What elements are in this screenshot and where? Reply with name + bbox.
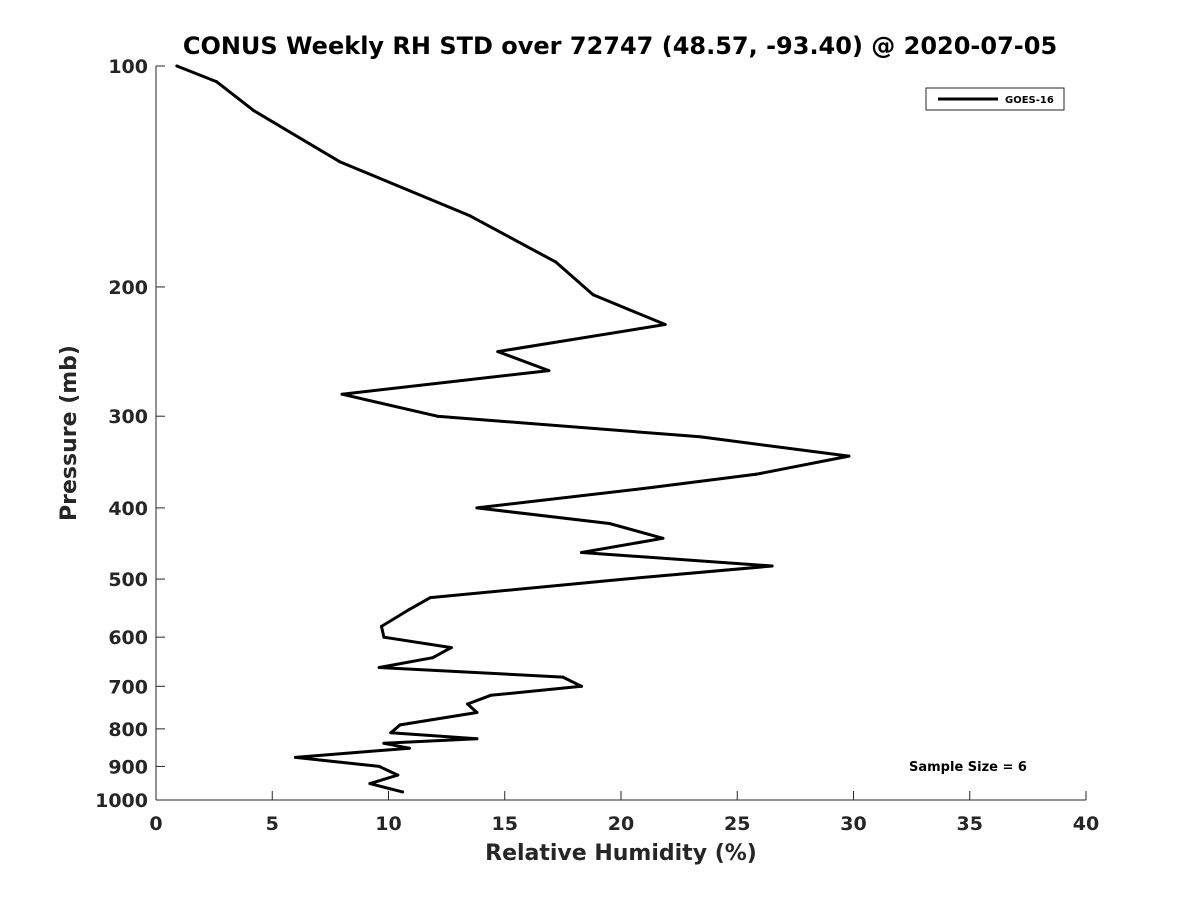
data-point-660mb bbox=[377, 666, 381, 669]
data-point-115mb bbox=[252, 109, 256, 113]
data-point-320mb bbox=[698, 435, 702, 439]
data-point-375mb bbox=[652, 485, 655, 489]
data-point-340mb bbox=[847, 454, 851, 458]
data-point-550mb bbox=[407, 607, 411, 611]
data-point-900mb bbox=[377, 764, 381, 768]
data-point-480mb bbox=[770, 564, 774, 568]
y-axis-label: Pressure (mb) bbox=[57, 345, 82, 521]
data-point-105mb bbox=[214, 80, 218, 84]
data-point-400mb bbox=[475, 506, 479, 510]
y-axis-ticks: 100 200 300 400 500 600 700 800 900 1000 bbox=[95, 56, 165, 812]
legend: GOES-16 bbox=[925, 87, 1065, 111]
data-point-740mb bbox=[466, 702, 470, 706]
sample-size-annotation: Sample Size = 6 bbox=[909, 760, 1027, 775]
data-point-460mb bbox=[580, 551, 583, 554]
legend-entry-goes-16: GOES-16 bbox=[1005, 95, 1054, 106]
data-point-420mb bbox=[607, 522, 611, 525]
data-point-700mb bbox=[580, 684, 583, 688]
data-point-850mb bbox=[407, 746, 411, 750]
x-tick-label-20: 20 bbox=[608, 813, 634, 835]
goes-16-series-line bbox=[175, 64, 851, 794]
x-tick-label-0: 0 bbox=[149, 813, 162, 835]
x-axis-ticks: 0 5 10 15 20 25 30 35 40 bbox=[149, 791, 1099, 835]
data-point-500mb bbox=[624, 577, 628, 581]
data-point-580mb bbox=[380, 624, 383, 628]
data-point-790mb bbox=[398, 723, 402, 727]
data-point-925mb bbox=[396, 773, 400, 777]
x-tick-label-40: 40 bbox=[1073, 813, 1099, 835]
data-point-185mb bbox=[554, 260, 558, 264]
data-point-135mb bbox=[338, 160, 342, 164]
x-tick-label-5: 5 bbox=[266, 813, 279, 835]
data-point-440mb bbox=[661, 536, 665, 540]
x-tick-label-30: 30 bbox=[840, 813, 866, 835]
plot-area bbox=[156, 66, 1086, 800]
y-tick-label-300: 300 bbox=[108, 406, 148, 428]
x-tick-label-10: 10 bbox=[375, 813, 401, 835]
data-point-360mb bbox=[754, 472, 758, 476]
data-point-810mb bbox=[389, 731, 393, 735]
y-tick-label-700: 700 bbox=[108, 676, 148, 698]
data-point-620mb bbox=[449, 646, 453, 650]
data-point-600mb bbox=[382, 635, 386, 639]
x-axis-label: Relative Humidity (%) bbox=[485, 841, 757, 866]
data-point-950mb bbox=[368, 782, 372, 786]
data-point-205mb bbox=[591, 293, 595, 297]
data-point-225mb bbox=[663, 323, 667, 326]
data-point-530mb bbox=[428, 596, 432, 600]
y-tick-label-100: 100 bbox=[108, 56, 148, 78]
data-point-720mb bbox=[489, 693, 493, 697]
y-tick-label-200: 200 bbox=[108, 277, 148, 299]
data-point-640mb bbox=[431, 656, 435, 660]
y-tick-label-400: 400 bbox=[108, 498, 148, 520]
y-tick-label-800: 800 bbox=[108, 719, 148, 741]
y-tick-label-1000: 1000 bbox=[95, 790, 148, 812]
x-tick-label-15: 15 bbox=[492, 813, 518, 835]
data-point-837mb bbox=[382, 741, 386, 745]
x-tick-label-35: 35 bbox=[957, 813, 983, 835]
goes-16-series-points bbox=[175, 64, 851, 794]
y-tick-label-500: 500 bbox=[108, 569, 148, 591]
data-point-160mb bbox=[468, 214, 472, 218]
data-point-875mb bbox=[294, 755, 297, 759]
data-point-760mb bbox=[475, 711, 479, 714]
y-tick-label-600: 600 bbox=[108, 627, 148, 649]
data-point-100mb bbox=[175, 64, 179, 68]
data-point-680mb bbox=[561, 675, 565, 679]
data-point-300mb bbox=[435, 414, 439, 418]
data-point-245mb bbox=[496, 350, 500, 354]
data-point-825mb bbox=[475, 737, 479, 741]
data-point-280mb bbox=[340, 392, 344, 396]
x-tick-label-25: 25 bbox=[724, 813, 750, 835]
y-tick-label-900: 900 bbox=[108, 756, 148, 778]
data-point-260mb bbox=[547, 369, 551, 373]
data-point-975mb bbox=[401, 790, 404, 794]
chart-title: CONUS Weekly RH STD over 72747 (48.57, -… bbox=[183, 32, 1057, 60]
